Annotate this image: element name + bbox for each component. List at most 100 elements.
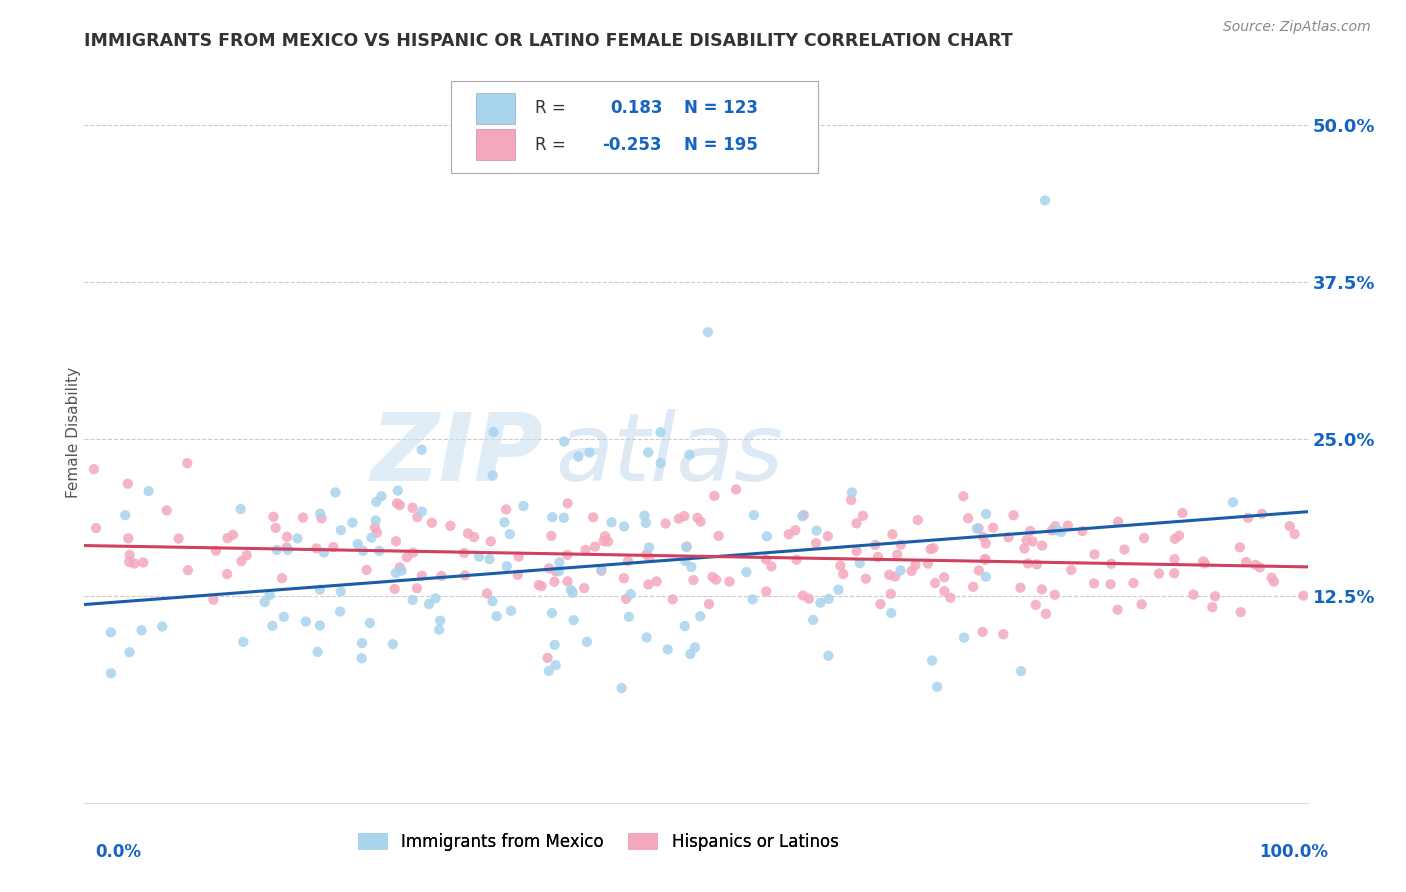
Point [797,591,820,606]
Point [681,560,703,574]
Point [430,569,453,583]
Point [718,574,741,589]
Point [668,512,690,526]
Point [637,445,659,459]
Point [294,615,316,629]
Point [561,586,583,600]
Point [974,507,997,521]
Point [360,531,382,545]
Point [1021,534,1043,549]
Point [231,554,253,568]
Point [366,525,388,540]
Point [499,604,522,618]
Point [817,648,839,663]
Point [974,536,997,550]
Point [1192,554,1215,568]
Point [939,591,962,605]
Point [481,594,503,608]
Text: atlas: atlas [555,409,783,500]
Point [370,489,392,503]
Point [678,448,700,462]
Point [307,645,329,659]
Point [1050,524,1073,539]
Point [1237,511,1260,525]
Point [981,521,1004,535]
Point [845,516,868,531]
Point [346,537,368,551]
Text: N = 195: N = 195 [683,136,758,153]
Point [391,564,413,578]
Point [131,624,153,638]
Point [1017,557,1039,571]
Point [1010,581,1032,595]
Point [537,664,560,678]
Point [309,507,332,521]
Point [262,619,284,633]
Point [530,579,553,593]
Point [634,516,657,530]
Point [845,544,868,558]
Point [755,552,778,566]
Point [1194,557,1216,571]
Point [454,568,477,582]
Point [1171,506,1194,520]
Point [100,625,122,640]
Point [1002,508,1025,523]
Point [541,510,564,524]
Point [364,520,387,534]
FancyBboxPatch shape [475,93,515,124]
Point [707,529,730,543]
Point [920,542,942,557]
Point [650,425,672,440]
Point [675,540,697,554]
Point [329,584,352,599]
Text: 100.0%: 100.0% [1260,843,1329,861]
Point [1033,194,1056,208]
Point [890,538,912,552]
Point [562,613,585,627]
Point [689,515,711,529]
Point [972,624,994,639]
Point [849,556,872,570]
Point [1025,558,1047,572]
Point [356,563,378,577]
Point [494,516,516,530]
Point [817,529,839,543]
Point [1278,519,1301,533]
Point [1284,527,1306,541]
Point [1164,532,1187,546]
Point [600,516,623,530]
Point [352,636,374,650]
Point [682,573,704,587]
Point [385,534,408,549]
Point [388,498,411,512]
Point [263,509,285,524]
Point [478,552,501,566]
Point [132,556,155,570]
Point [702,570,724,584]
Point [817,591,839,606]
Point [1260,571,1282,585]
Point [927,680,949,694]
Point [1031,582,1053,597]
Point [232,635,254,649]
Point [406,581,429,595]
Point [827,582,849,597]
Point [495,502,517,516]
Point [309,582,332,597]
Point [810,596,832,610]
Point [329,605,352,619]
Point [839,492,862,507]
Point [311,511,333,525]
Point [741,592,763,607]
Point [614,591,637,606]
Point [735,565,758,579]
Point [387,483,409,498]
Point [217,531,239,545]
Point [359,615,381,630]
Point [364,513,387,527]
Point [1229,541,1251,555]
Point [806,524,828,538]
Point [312,545,335,559]
Text: ZIP: ZIP [370,409,543,500]
